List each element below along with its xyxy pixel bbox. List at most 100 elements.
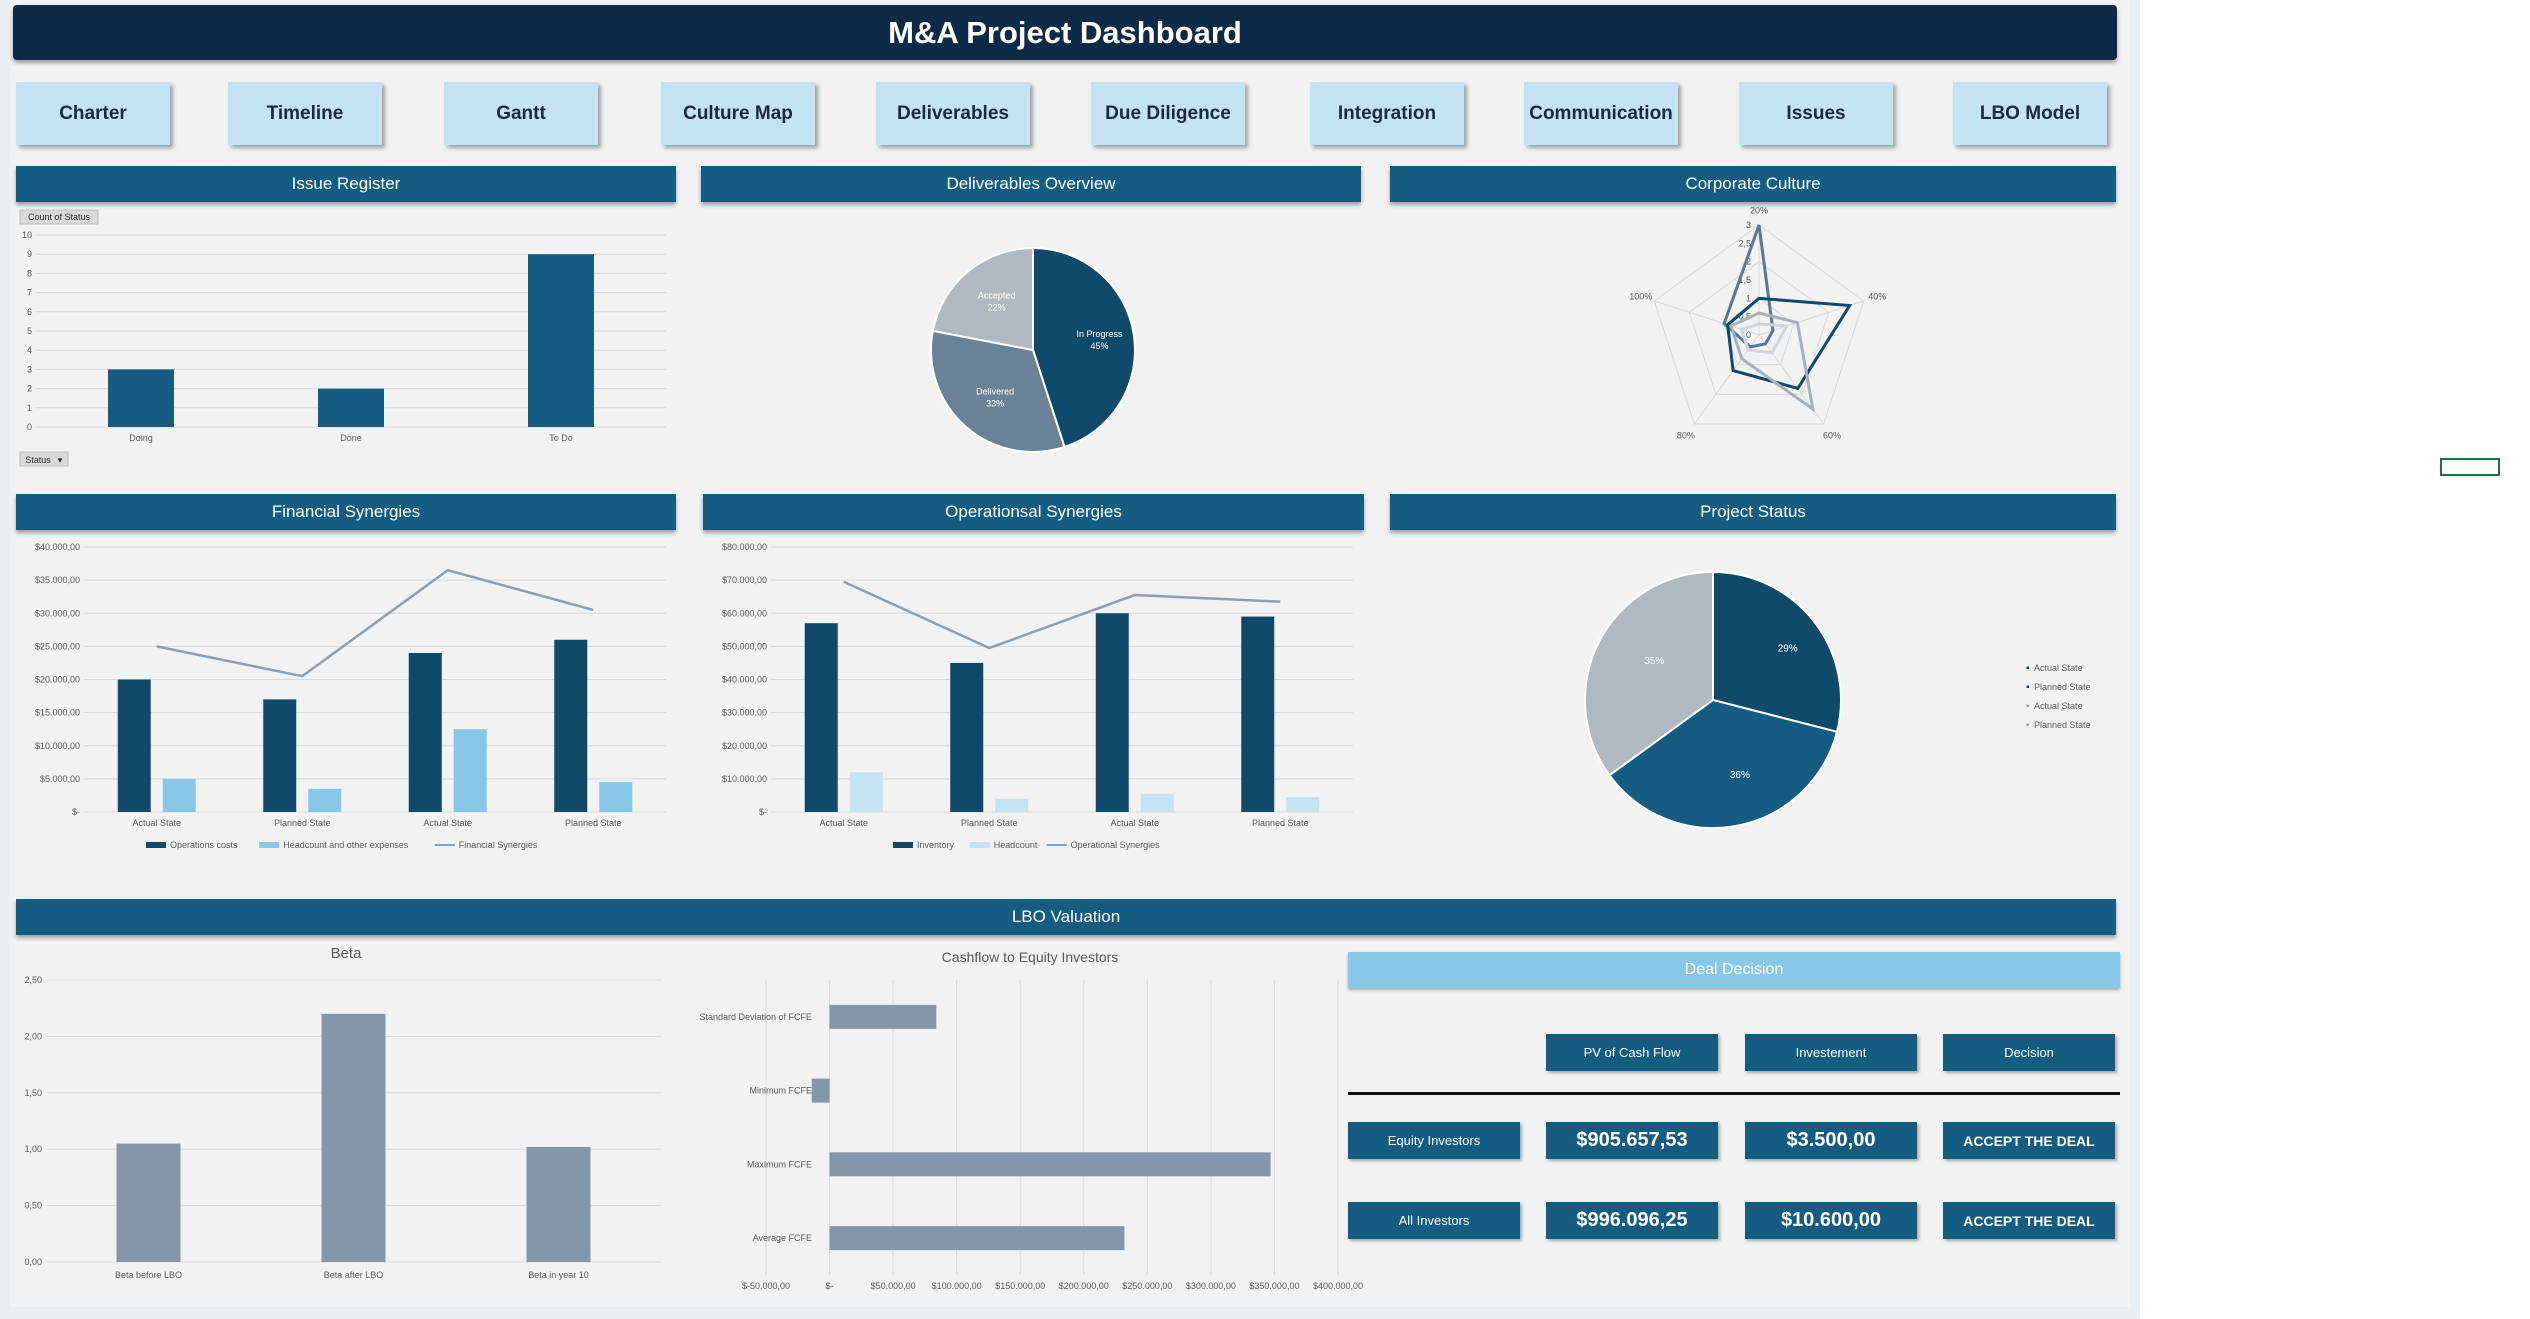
status-legend-marker: ▪ [2026, 682, 2030, 693]
culture-series-line [1729, 311, 1816, 413]
operational-legend-swatch [969, 842, 990, 848]
financial-legend-label: Headcount and other expenses [283, 840, 409, 850]
beta-y-tick: 1,00 [24, 1144, 42, 1154]
decision-header: Decision [1943, 1034, 2115, 1071]
financial-category-label: Planned State [565, 818, 622, 828]
financial-y-tick: $35.000,00 [35, 575, 80, 585]
status-legend-marker: ▪ [2026, 663, 2030, 674]
financial-synergies-header: Financial Synergies [16, 494, 676, 530]
cashflow-category-label: Standard Deviation of FCFE [699, 1012, 812, 1022]
financial-category-label: Planned State [274, 818, 331, 828]
nav-deliverables-button[interactable]: Deliverables [876, 82, 1030, 145]
nav-issues-button[interactable]: Issues [1739, 82, 1893, 145]
cashflow-x-tick: $50.000,00 [871, 1281, 916, 1291]
financial-category-label: Actual State [132, 818, 181, 828]
cashflow-bar [829, 1152, 1271, 1177]
all-investors-investment: $10.600,00 [1745, 1202, 1917, 1239]
issue-category-label: Done [340, 433, 362, 443]
beta-bar [526, 1146, 591, 1262]
operational-category-label: Actual State [819, 818, 868, 828]
operational-legend-label: Operational Synergies [1071, 840, 1161, 850]
cashflow-bar [811, 1078, 830, 1103]
cashflow-x-tick: $350.000,00 [1249, 1281, 1299, 1291]
deliverables-pie-chart: In Progress 45% Delivered 33% Accepted 22% [930, 246, 1136, 453]
culture-radial-tick: 3 [1746, 220, 1751, 230]
cashflow-x-tick: $400.000,00 [1313, 1281, 1363, 1291]
culture-radial-tick: 0 [1746, 330, 1751, 340]
status-legend-label: Actual State [2034, 701, 2083, 711]
status-slice-pct: 35% [1644, 656, 1664, 667]
issue-y-tick: 7 [27, 288, 32, 298]
nav-communication-button[interactable]: Communication [1524, 82, 1678, 145]
cashflow-category-label: Average FCFE [753, 1233, 812, 1243]
operational-bar-secondary [995, 798, 1029, 812]
beta-y-tick: 0,00 [24, 1257, 42, 1267]
nav-integration-button[interactable]: Integration [1310, 82, 1464, 145]
deliverables-slice-label: In Progress [1076, 329, 1123, 339]
issue-bar [108, 369, 174, 427]
culture-radial-tick: 1 [1746, 293, 1751, 303]
financial-legend-swatch [146, 842, 166, 848]
financial-synergies-chart: $- $5.000,00 $10.000,00 $15.000,00 $20.000,0… [35, 542, 666, 850]
financial-bar-secondary [162, 778, 196, 812]
operational-legend-label: Headcount [994, 840, 1038, 850]
financial-category-label: Actual State [423, 818, 472, 828]
pv-of-cash-flow-header: PV of Cash Flow [1546, 1034, 1718, 1071]
issue-y-tick: 5 [27, 326, 32, 336]
selected-cell[interactable] [2440, 458, 2500, 476]
issue-y-tick: 0 [27, 422, 32, 432]
financial-y-tick: $25.000,00 [35, 641, 80, 651]
operational-y-tick: $80.000,00 [722, 542, 767, 552]
culture-radial-tick: 0,5 [1738, 312, 1751, 322]
financial-legend-swatch [259, 842, 280, 848]
lbo-valuation-header: LBO Valuation [16, 899, 2116, 935]
issue-register-chart: 0 1 2 3 4 5 6 7 8 9 10 Count of Status Status ▾ Doing D… [19, 209, 666, 467]
financial-bar-secondary [453, 729, 487, 812]
operational-synergies-chart: $- $10.000,00 $20.000,00 $30.000,00 $40.000,… [722, 542, 1353, 850]
operational-bar-primary [804, 623, 838, 812]
culture-radial-tick: 2,5 [1738, 238, 1751, 248]
deliverables-slice-pct: 33% [986, 398, 1004, 408]
culture-axis-label: 80% [1677, 431, 1695, 441]
financial-bar-secondary [599, 782, 633, 812]
beta-bar [321, 1013, 386, 1262]
operational-y-tick: $70.000,00 [722, 575, 767, 585]
status-legend-label: Planned State [2034, 720, 2091, 730]
beta-y-tick: 1,50 [24, 1088, 42, 1098]
operational-legend-label: Inventory [917, 840, 955, 850]
status-slice [1712, 570, 1842, 734]
culture-axis-label: 60% [1823, 431, 1841, 441]
financial-y-tick: $40.000,00 [35, 542, 80, 552]
beta-y-tick: 2,00 [24, 1031, 42, 1041]
issue-category-label: Doing [129, 433, 153, 443]
deal-decision-header: Deal Decision [1348, 952, 2120, 988]
financial-line [156, 568, 594, 678]
beta-chart-title: Beta [331, 945, 363, 962]
operational-y-tick: $50.000,00 [722, 641, 767, 651]
cashflow-category-label: Maximum FCFE [747, 1159, 812, 1169]
nav-culture-map-button[interactable]: Culture Map [661, 82, 815, 145]
financial-bar-secondary [308, 788, 342, 812]
financial-legend-label: Operations costs [170, 840, 238, 850]
issue-y-tick: 9 [27, 249, 32, 259]
culture-radial-tick: 1,5 [1738, 275, 1751, 285]
operational-category-label: Planned State [1252, 818, 1309, 828]
equity-investors-label: Equity Investors [1348, 1122, 1520, 1159]
nav-gantt-button[interactable]: Gantt [444, 82, 598, 145]
financial-y-tick: $30.000,00 [35, 608, 80, 618]
deliverables-slice [1032, 246, 1136, 449]
status-filter-label: Status [25, 455, 51, 465]
all-investors-pv: $996.096,25 [1546, 1202, 1718, 1239]
nav-due-diligence-button[interactable]: Due Diligence [1091, 82, 1245, 145]
financial-legend-label: Financial Synergies [459, 840, 538, 850]
cashflow-x-tick: $-50.000,00 [742, 1281, 790, 1291]
operational-bar-primary [950, 662, 984, 812]
operational-y-tick: $10.000,00 [722, 774, 767, 784]
nav-charter-button[interactable]: Charter [16, 82, 170, 145]
equity-investors-decision: ACCEPT THE DEAL [1943, 1122, 2115, 1159]
nav-lbo-model-button[interactable]: LBO Model [1953, 82, 2107, 145]
nav-timeline-button[interactable]: Timeline [228, 82, 382, 145]
status-slice [1608, 698, 1839, 829]
issue-y-tick: 2 [27, 384, 32, 394]
financial-bar-primary [408, 653, 442, 812]
